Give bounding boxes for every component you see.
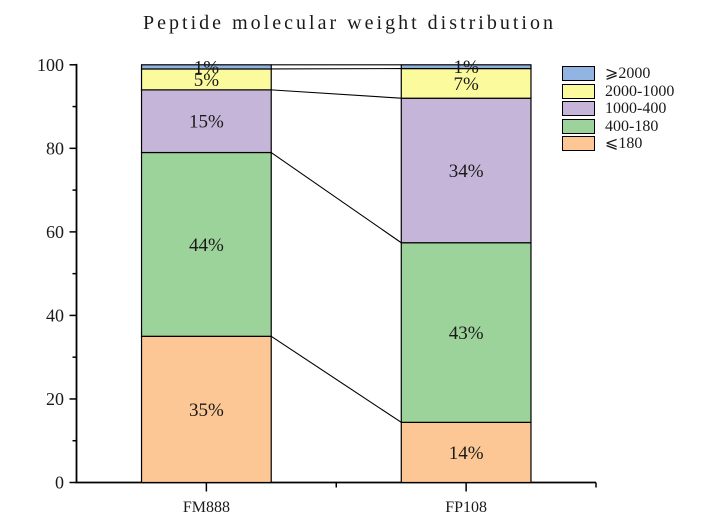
bar-segment-label: 1% <box>194 57 220 78</box>
bars <box>140 64 532 484</box>
connector-lines <box>270 64 402 423</box>
bar-segment <box>400 67 532 99</box>
y-tick-label: 0 <box>55 473 64 493</box>
bar-segment <box>400 421 532 484</box>
x-tick-label: FP108 <box>445 499 487 516</box>
bar-segment <box>140 151 272 337</box>
legend-item: ⩾2000 <box>562 65 674 83</box>
bar-segment <box>140 335 272 484</box>
legend-swatch <box>562 136 595 152</box>
legend-swatch <box>562 101 595 117</box>
legend-label: 2000-1000 <box>605 82 675 100</box>
bar-segment-label: 1% <box>453 57 479 78</box>
bar-segment-label: 34% <box>449 161 484 182</box>
bar-segment-label: 14% <box>449 443 484 464</box>
bar-value-labels: 35%14%44%43%15%34%5% 7%1% 1% <box>189 57 484 464</box>
legend-label: ⩽180 <box>605 135 643 152</box>
bar-segment-label: 5% <box>194 70 220 91</box>
bar-segment <box>400 97 532 244</box>
connector-line <box>270 335 402 423</box>
legend-label: 400-180 <box>605 117 659 135</box>
legend-item: 2000-1000 <box>562 83 674 101</box>
legend-swatch <box>562 83 595 99</box>
bar-segment <box>140 89 272 154</box>
bar-segment-label: 43% <box>449 323 484 344</box>
y-tick-label: 40 <box>46 306 64 326</box>
y-tick-label: 100 <box>37 55 64 75</box>
bar-segment <box>400 242 532 423</box>
legend-label: 1000-400 <box>605 100 667 117</box>
bar-segment-label: 44% <box>189 235 224 256</box>
bar-segment-label: 35% <box>189 400 224 421</box>
legend-item: 1000-400 <box>562 100 674 118</box>
y-tick-label: 20 <box>46 389 64 409</box>
y-tick-label: 80 <box>46 139 64 159</box>
axes: 0 20 40 60 80 100 FM888 FP108 <box>37 55 597 516</box>
legend: ⩾2000 2000-1000 1000-400 400-180 ⩽180 <box>562 65 674 153</box>
legend-swatch <box>562 66 595 82</box>
legend-swatch <box>562 118 595 134</box>
chart-title: Peptide molecular weight distribution <box>143 12 553 34</box>
bar-segment-label: 15% <box>189 112 224 133</box>
bar-segment <box>400 64 532 70</box>
legend-item: ⩽180 <box>562 135 674 153</box>
x-tick-label: FM888 <box>183 499 230 516</box>
connector-line <box>271 89 402 99</box>
bar-segment-label: 7% <box>453 74 479 95</box>
y-tick-label: 60 <box>46 222 64 242</box>
connector-line <box>270 152 402 244</box>
legend-item: 400-180 <box>562 118 674 136</box>
legend-label: ⩾2000 <box>605 65 651 82</box>
bar-segment <box>140 64 272 70</box>
